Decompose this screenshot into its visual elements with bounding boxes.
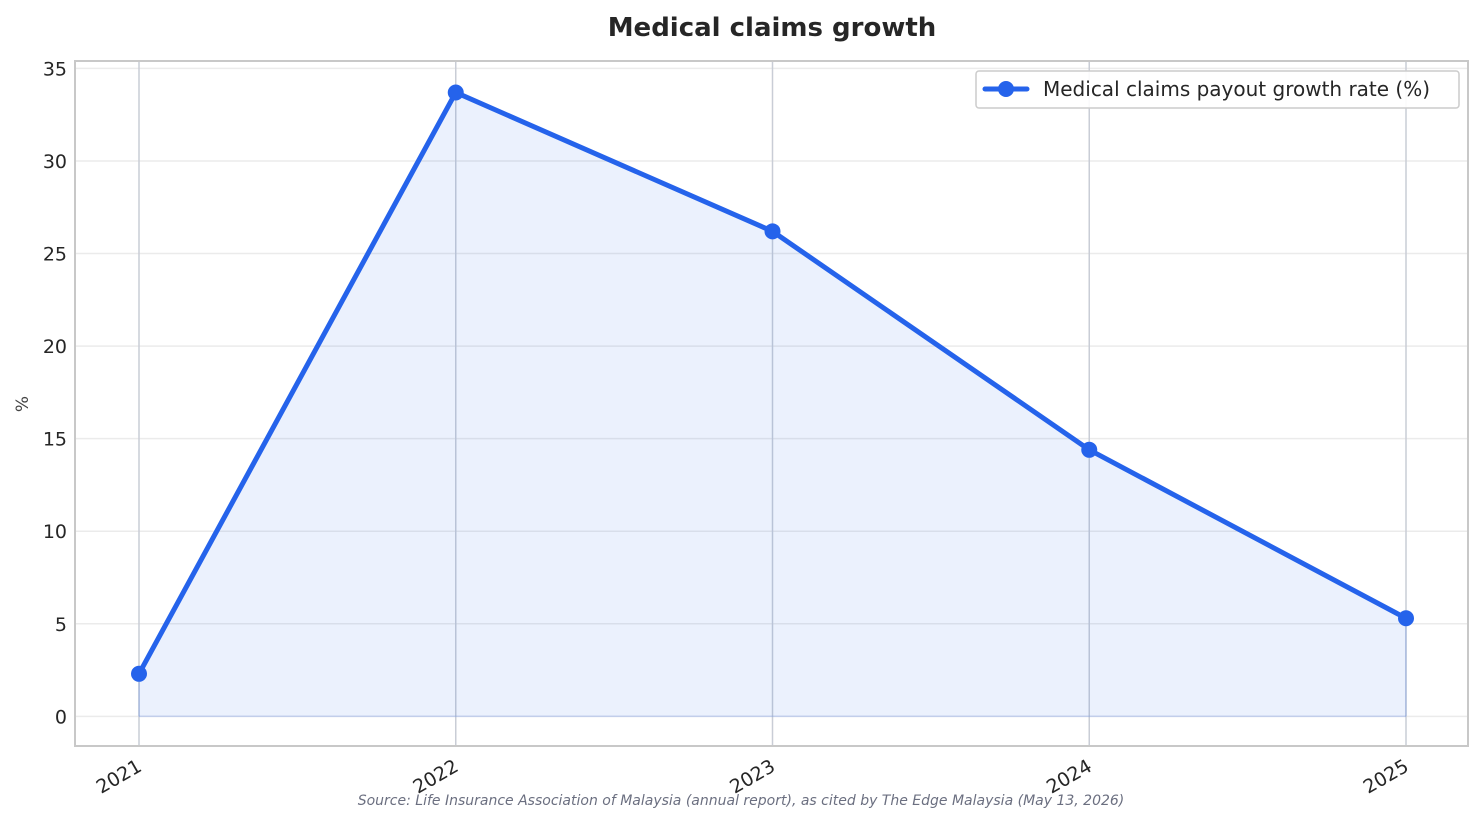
series-area-fill [139, 92, 1406, 717]
legend-marker-swatch [998, 81, 1014, 97]
y-tick-label-35: 35 [43, 58, 67, 80]
horizontal-gridlines [75, 67, 1468, 718]
legend-box [975, 70, 1460, 109]
y-axis-label: % [13, 396, 33, 412]
x-tick-label-2025: 2025 [1360, 755, 1413, 798]
data-points [131, 84, 1414, 682]
x-tick-label-2021: 2021 [93, 755, 146, 798]
legend-label: Medical claims payout growth rate (%) [1043, 77, 1430, 101]
y-tick-label-15: 15 [43, 429, 67, 451]
plot-frame [74, 60, 1469, 747]
data-point-2024 [1081, 441, 1098, 458]
vertical-gridlines [138, 61, 1407, 746]
y-tick-label-25: 25 [43, 244, 67, 266]
y-tick-label-30: 30 [43, 151, 67, 173]
data-point-2023 [764, 223, 781, 240]
y-axis-ticks: 0 5 10 15 20 25 30 35 [43, 58, 67, 728]
data-point-2022 [447, 84, 464, 101]
legend: Medical claims payout growth rate (%) [975, 70, 1460, 109]
chart-title: Medical claims growth [608, 13, 937, 43]
source-note: Source: Life Insurance Association of Ma… [358, 793, 1125, 809]
y-tick-label-20: 20 [43, 336, 67, 358]
data-point-2025 [1398, 610, 1414, 627]
y-tick-label-5: 5 [55, 614, 67, 636]
y-tick-label-0: 0 [55, 706, 67, 728]
y-tick-label-10: 10 [43, 521, 67, 543]
data-point-2021 [131, 665, 147, 682]
